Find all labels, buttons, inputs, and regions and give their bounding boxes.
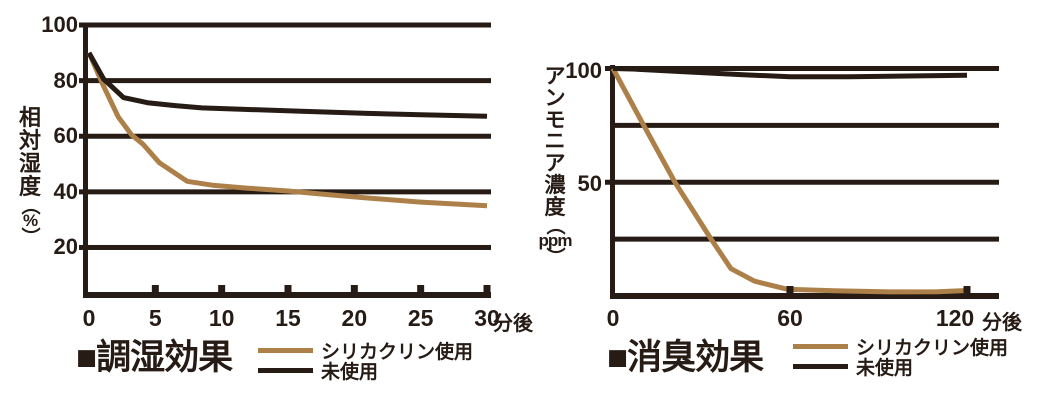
odor-gridline-25 bbox=[610, 236, 999, 242]
odor-y-axis bbox=[610, 65, 615, 299]
unused-line-swatch bbox=[793, 363, 848, 369]
humidity-x-tick-30 bbox=[483, 285, 491, 292]
odor-y-axis-title-char: ン bbox=[544, 86, 566, 110]
odor-y-axis-title-char: ppm bbox=[538, 230, 573, 250]
humidity-chart-title: ■調湿効果 bbox=[76, 338, 233, 377]
humidity-y-axis bbox=[83, 23, 88, 298]
humidity-x-axis bbox=[83, 292, 491, 298]
odor-gridline-100 bbox=[605, 66, 999, 71]
unused-line-swatch bbox=[258, 367, 313, 373]
unused-legend-label: 未使用 bbox=[856, 357, 914, 379]
humidity-y-axis-title-char: 相 bbox=[18, 105, 41, 130]
humidity-y-axis-title-char: ） bbox=[19, 226, 41, 246]
odor-y-axis-title-char: ニ bbox=[544, 130, 566, 154]
humidity-gridline-80 bbox=[79, 78, 491, 84]
humidity-series-line-1 bbox=[86, 51, 488, 119]
odor-y-axis-title-char: ） bbox=[544, 246, 566, 266]
legend-row-used: シリカクリン使用 bbox=[258, 340, 473, 363]
humidity-x-tick-15 bbox=[284, 285, 292, 292]
used-legend-label: シリカクリン使用 bbox=[856, 337, 1009, 359]
humidity-gridline-20 bbox=[79, 244, 491, 250]
odor-y-axis-title-char: モ bbox=[544, 108, 566, 132]
legend-row-unused: 未使用 bbox=[793, 356, 1008, 379]
humidity-x-tick-5 bbox=[151, 285, 159, 292]
odor-legend: シリカクリン使用 未使用 bbox=[793, 336, 1008, 379]
odor-y-axis-title-char: 度 bbox=[544, 195, 566, 219]
legend-row-unused: 未使用 bbox=[258, 360, 473, 383]
legend-row-used: シリカクリン使用 bbox=[793, 336, 1008, 359]
humidity-y-axis-title-char: 湿 bbox=[18, 150, 41, 176]
odor-y-axis-title-char: ア bbox=[544, 65, 566, 88]
unused-legend-label: 未使用 bbox=[321, 361, 379, 383]
odor-chart-title: ■消臭効果 bbox=[607, 338, 764, 377]
odor-x-tick-60 bbox=[786, 286, 794, 293]
humidity-y-axis-title-char: 度 bbox=[18, 173, 41, 199]
humidity-series-line-0 bbox=[86, 51, 488, 209]
odor-x-tick-120 bbox=[963, 286, 971, 293]
used-line-swatch bbox=[258, 347, 313, 353]
odor-series-line-1 bbox=[612, 66, 968, 80]
humidity-y-axis-title-char: % bbox=[22, 210, 38, 230]
odor-y-axis-title: アンモニア濃度（ppm） bbox=[538, 65, 573, 266]
humidity-y-axis-title-char: 対 bbox=[18, 127, 41, 153]
humidity-x-tick-10 bbox=[218, 285, 226, 292]
odor-series-line-0 bbox=[610, 67, 968, 295]
used-line-swatch bbox=[793, 343, 848, 349]
humidity-x-tick-20 bbox=[350, 285, 358, 292]
humidity-gridline-60 bbox=[79, 133, 491, 139]
odor-y-axis-title-char: （ bbox=[544, 215, 566, 235]
humidity-y-axis-title: 相対湿度（%） bbox=[15, 105, 45, 246]
used-legend-label: シリカクリン使用 bbox=[321, 341, 474, 363]
odor-x-unit-label: 分後 bbox=[982, 312, 1022, 334]
humidity-gridline-100 bbox=[79, 22, 491, 28]
odor-y-axis-title-char: 濃 bbox=[544, 174, 566, 198]
humidity-x-tick-25 bbox=[417, 285, 425, 292]
humidity-legend: シリカクリン使用 未使用 bbox=[258, 340, 473, 383]
humidity-y-axis-title-char: （ bbox=[19, 195, 41, 215]
humidity-x-unit-label: 分後 bbox=[493, 313, 533, 335]
odor-gridline-75 bbox=[610, 122, 999, 128]
odor-gridline-50 bbox=[605, 179, 999, 185]
odor-y-axis-title-char: ア bbox=[544, 152, 566, 176]
odor-x-axis bbox=[610, 293, 999, 299]
